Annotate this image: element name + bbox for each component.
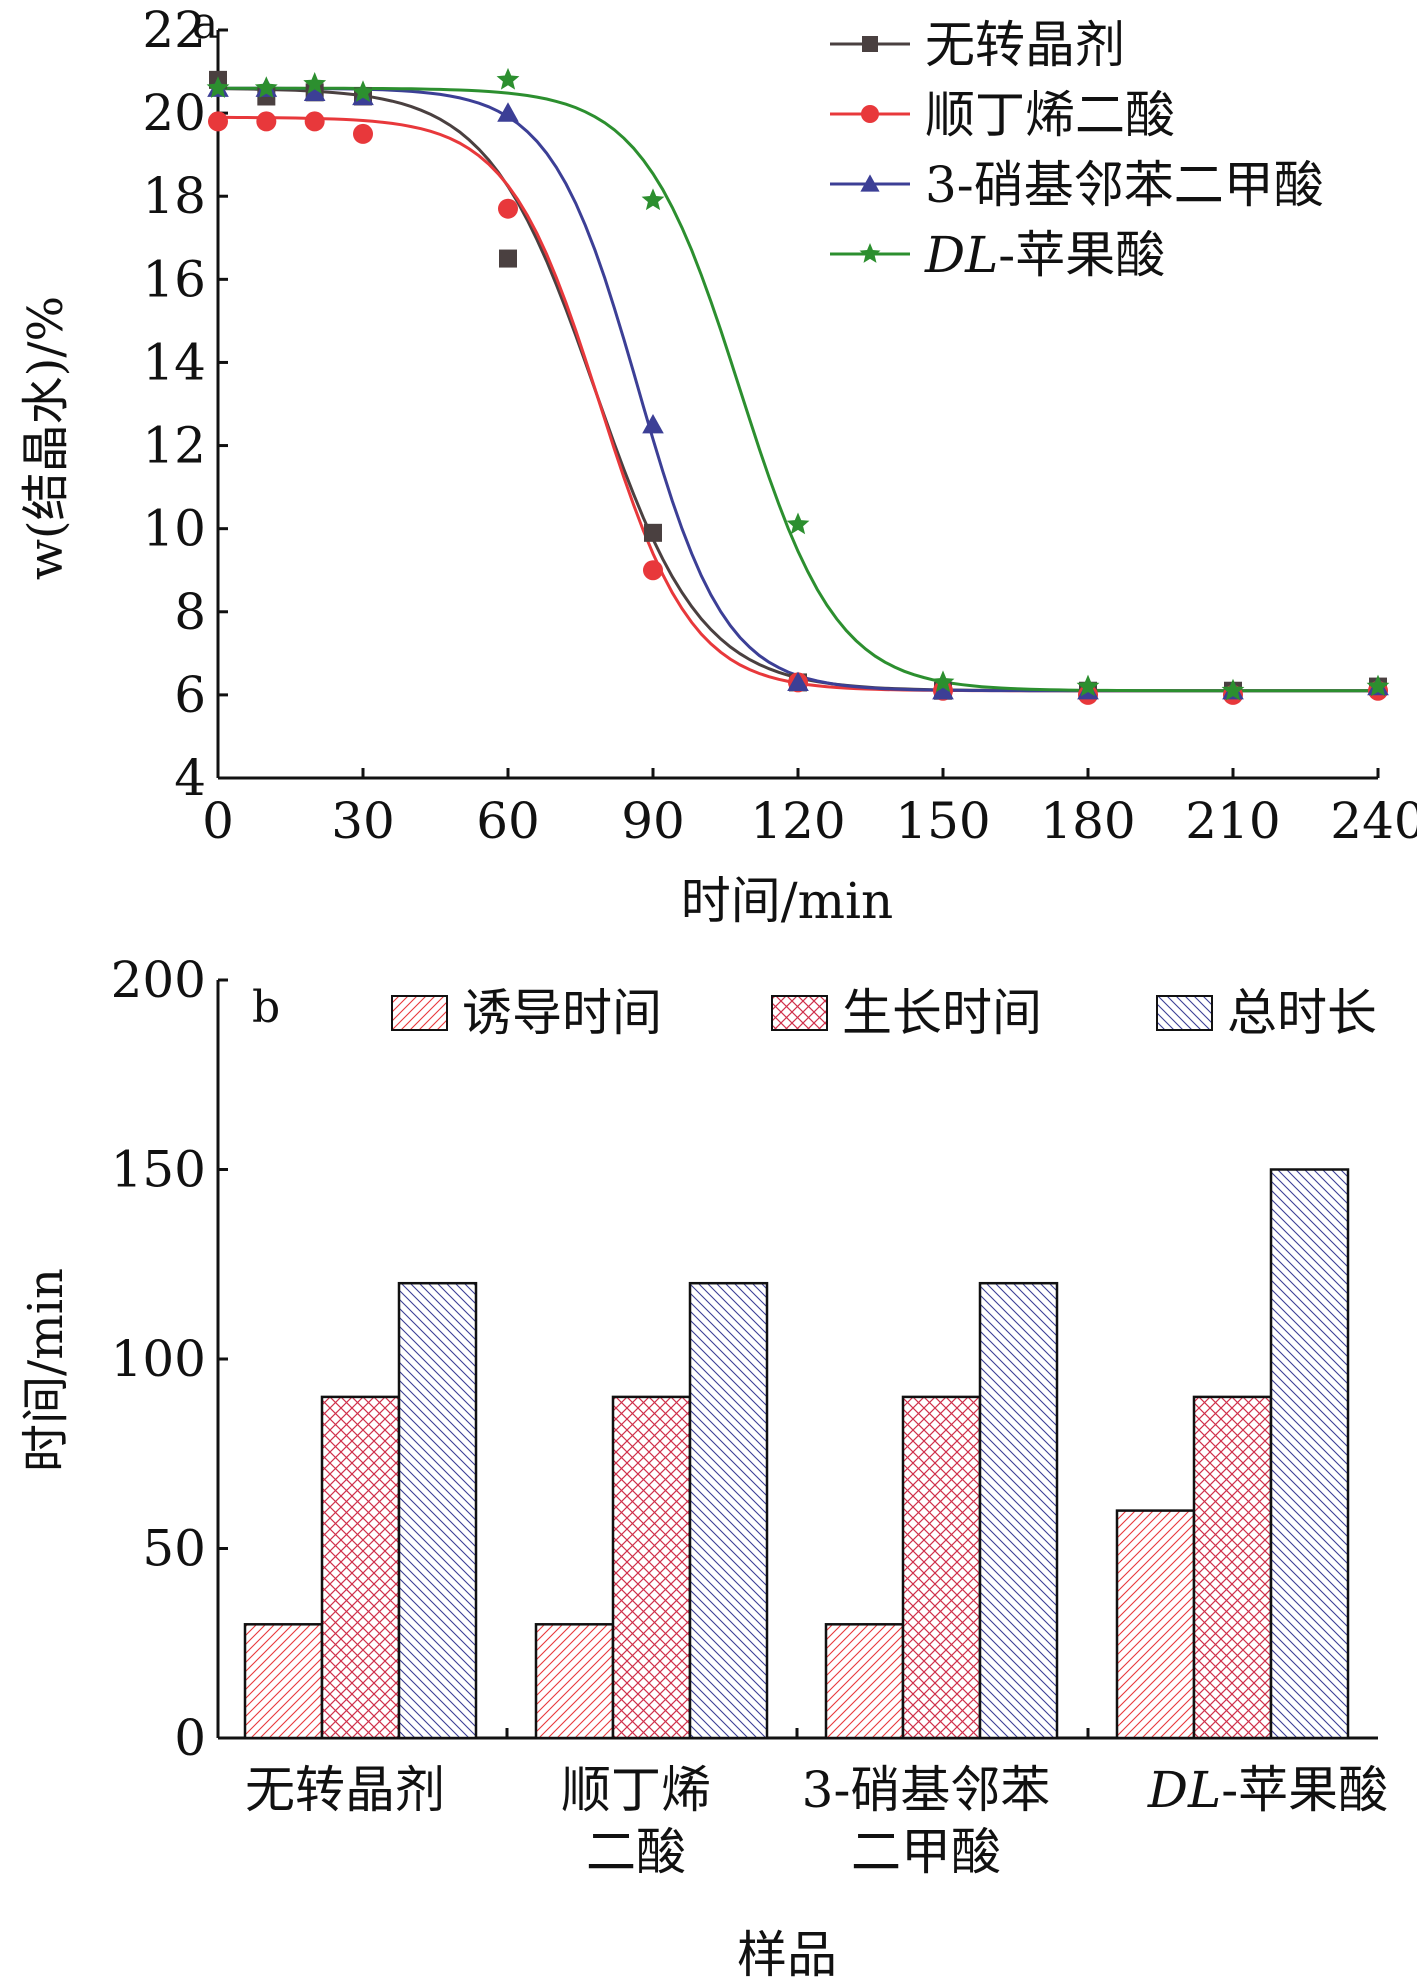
a-data-point-2-5 <box>642 413 664 434</box>
a-series-line-3 <box>218 86 1378 693</box>
b-category-label-2: 二甲酸 <box>851 1823 1001 1881</box>
a-axes: 0 30 60 90 120 150 180 210 240 4 6 8 10 12 14 16 18 20 22 <box>142 1 1417 850</box>
b-category-label-2: 3-硝基邻苯 <box>802 1761 1051 1819</box>
a-x-tick-label: 60 <box>476 792 540 850</box>
a-data-point-3-2 <box>303 72 327 94</box>
bar-2-0 <box>824 1623 905 1740</box>
a-x-tick-label: 150 <box>895 792 990 850</box>
bar-2-1 <box>901 1395 982 1740</box>
a-legend-label-3: DL-苹果酸 <box>924 226 1165 284</box>
a-data-point-3-4 <box>496 67 520 90</box>
b-legend-swatch-0 <box>391 995 448 1031</box>
b-legend-label-2: 总时长 <box>1227 984 1377 1042</box>
a-legend-marker-2 <box>860 174 880 192</box>
b-bars <box>243 1168 1350 1740</box>
a-legend-marker-3 <box>859 243 881 263</box>
a-x-tick-label: 210 <box>1185 792 1280 850</box>
a-data-point-3-7 <box>931 670 955 693</box>
a-y-axis-label: w(结晶水)/% <box>18 296 74 580</box>
a-y-tick-label: 22 <box>142 1 206 59</box>
panel-label-b: b <box>252 982 280 1033</box>
a-data-point-2-7 <box>932 679 954 700</box>
a-y-tick-label: 20 <box>142 84 206 142</box>
a-legend-label-2: 3-硝基邻苯二甲酸 <box>925 156 1324 214</box>
a-data-point-1-2 <box>304 111 325 132</box>
b-legend: 诱导时间 生长时间 总时长 <box>391 984 1377 1042</box>
b-legend-swatch-1 <box>771 995 828 1031</box>
a-legend-marker-1 <box>861 105 879 123</box>
a-data-point-0-5 <box>644 523 662 542</box>
a-data-point-3-6 <box>786 512 810 535</box>
a-legend-marker-0 <box>862 36 878 52</box>
bar-2-2 <box>978 1281 1059 1740</box>
b-category-label-1: 顺丁烯 <box>561 1761 711 1819</box>
b-legend-label-1: 生长时间 <box>842 984 1042 1042</box>
a-y-tick-label: 18 <box>142 167 206 225</box>
a-data-point-1-0 <box>208 111 228 132</box>
a-legend-label-0: 无转晶剂 <box>925 16 1125 74</box>
a-x-tick-label: 90 <box>621 792 685 850</box>
a-data-point-3-1 <box>254 76 278 98</box>
b-legend-label-0: 诱导时间 <box>462 984 662 1042</box>
a-data-point-1-5 <box>643 560 663 581</box>
a-data-point-3-9 <box>1221 678 1245 701</box>
b-category-labels: 无转晶剂 顺丁烯二酸 3-硝基邻苯二甲酸 DL-苹果酸 <box>245 1761 1388 1881</box>
b-y-tick-label: 50 <box>142 1520 206 1578</box>
a-data-point-2-4 <box>497 102 519 122</box>
bar-0-1 <box>320 1395 401 1740</box>
panel-label-a: a <box>192 0 218 49</box>
a-legend-label-1: 顺丁烯二酸 <box>925 86 1175 144</box>
bar-3-2 <box>1269 1168 1350 1740</box>
a-data-point-1-1 <box>256 111 277 132</box>
bar-1-1 <box>611 1395 692 1740</box>
b-y-tick-label: 150 <box>111 1141 206 1199</box>
b-y-axis-label: 时间/min <box>18 1268 74 1472</box>
b-y-tick-label: 100 <box>111 1330 206 1388</box>
a-x-axis-label: 时间/min <box>681 872 893 930</box>
a-data-point-3-3 <box>351 80 375 102</box>
a-x-tick-label: 120 <box>750 792 845 850</box>
a-x-tick-label: 180 <box>1040 792 1135 850</box>
a-y-tick-label: 16 <box>142 250 206 308</box>
a-y-tick-label: 6 <box>174 666 206 724</box>
a-y-tick-label: 10 <box>142 500 206 558</box>
bar-1-0 <box>534 1623 615 1740</box>
panel-a: a 0 30 60 90 120 150 180 210 240 4 6 8 10 12 14 16 18 20 2… <box>18 0 1417 930</box>
a-markers <box>206 67 1390 705</box>
a-data-point-3-5 <box>641 188 665 211</box>
a-x-tick-label: 30 <box>331 792 395 850</box>
bar-3-1 <box>1192 1395 1273 1740</box>
b-legend-swatch-2 <box>1156 995 1213 1031</box>
a-y-tick-label: 14 <box>142 333 206 391</box>
a-data-point-0-4 <box>499 249 517 268</box>
a-x-tick-label: 0 <box>202 792 234 850</box>
a-data-point-3-8 <box>1076 674 1100 697</box>
bar-1-2 <box>688 1281 769 1740</box>
a-data-point-3-10 <box>1366 674 1390 697</box>
bar-0-0 <box>243 1623 324 1740</box>
a-y-tick-label: 4 <box>174 749 206 807</box>
a-data-point-1-3 <box>353 123 373 144</box>
a-data-point-2-2 <box>303 81 326 101</box>
a-x-tick-label: 240 <box>1330 792 1417 850</box>
a-data-point-2-6 <box>787 671 809 692</box>
b-x-axis-label: 样品 <box>737 1926 837 1984</box>
a-y-tick-label: 12 <box>142 417 206 475</box>
b-category-label-1: 二酸 <box>586 1823 686 1881</box>
b-category-label-3: DL-苹果酸 <box>1147 1761 1388 1819</box>
a-y-tick-label: 8 <box>174 583 206 641</box>
b-y-tick-label: 0 <box>174 1709 206 1767</box>
bar-3-0 <box>1115 1509 1196 1740</box>
bar-0-2 <box>397 1281 478 1740</box>
panel-b: b 0 50 100 150 200 诱导时间 生长时间 总时长 无转晶剂 顺丁烯二酸 3-硝基… <box>18 951 1388 1984</box>
b-y-tick-label: 200 <box>111 951 206 1009</box>
a-data-point-3-0 <box>206 76 230 98</box>
a-data-point-1-4 <box>498 198 518 219</box>
b-category-label-0: 无转晶剂 <box>245 1761 445 1819</box>
